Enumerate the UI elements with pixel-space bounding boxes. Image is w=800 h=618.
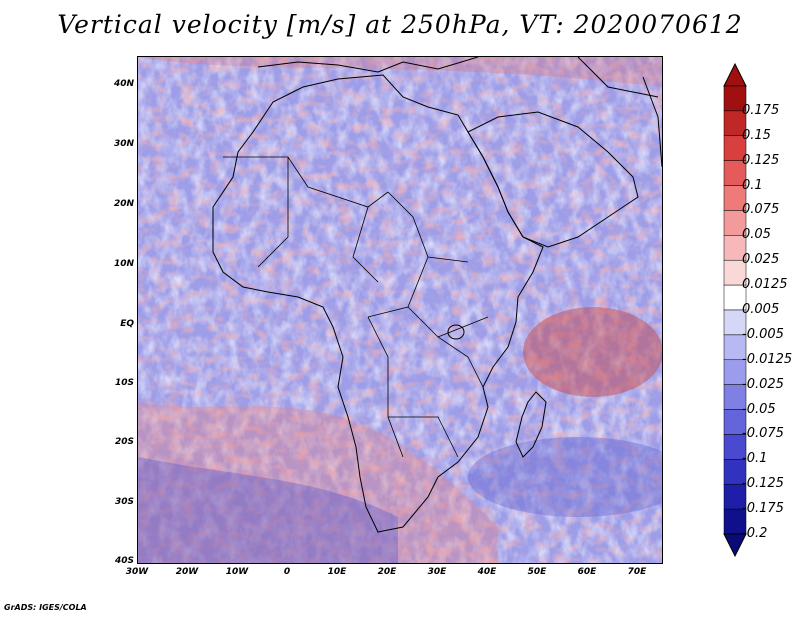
lon-label: 0 bbox=[283, 567, 291, 577]
region-blue-south-indian bbox=[468, 437, 662, 517]
colorbar-level-label: -0.1 bbox=[742, 451, 768, 467]
colorbar bbox=[723, 62, 747, 558]
lat-label: EQ bbox=[120, 319, 134, 329]
lat-label: 20S bbox=[114, 437, 134, 447]
colorbar-bottom-arrow bbox=[723, 533, 747, 558]
field-texture-blue bbox=[138, 57, 662, 563]
lon-label: 30E bbox=[427, 567, 447, 577]
colorbar-level-label: 0.005 bbox=[742, 302, 780, 317]
colorbar-level-label: -0.2 bbox=[742, 526, 768, 541]
lat-label: 10S bbox=[114, 378, 134, 388]
lat-label: 30S bbox=[114, 497, 134, 507]
country-borders bbox=[223, 156, 489, 458]
asia-coastline bbox=[577, 57, 659, 98]
band-red-south bbox=[138, 402, 498, 563]
colorbar-level-label: 0.1 bbox=[742, 177, 763, 193]
colorbar-level-label: -0.005 bbox=[742, 326, 784, 342]
madagascar-coastline bbox=[515, 391, 547, 458]
india-coastline bbox=[642, 76, 662, 168]
band-blue-south bbox=[138, 457, 398, 563]
map-plot-area bbox=[137, 56, 663, 564]
colorbar-level-label: -0.075 bbox=[742, 426, 784, 442]
lat-label: 10N bbox=[113, 259, 134, 269]
colorbar-level-label: -0.025 bbox=[742, 376, 784, 392]
colorbar-level-label: 0.15 bbox=[742, 127, 771, 143]
page-title: Vertical velocity [m/s] at 250hPa, VT: 2… bbox=[57, 10, 743, 39]
lat-label: 40N bbox=[113, 79, 134, 89]
lake-victoria bbox=[447, 324, 465, 340]
colorbar-level-label: 0.0125 bbox=[742, 277, 788, 293]
band-red-north bbox=[138, 57, 662, 87]
credit-text: GrADS: IGES/COLA bbox=[4, 603, 87, 612]
colorbar-level-label: 0.175 bbox=[742, 102, 780, 118]
colorbar-level-label: -0.05 bbox=[742, 401, 776, 417]
lon-label: 60E bbox=[577, 567, 597, 577]
lat-label: 40S bbox=[114, 556, 134, 566]
lat-label: 20N bbox=[113, 199, 134, 209]
colorbar-level-label: 0.025 bbox=[742, 252, 780, 268]
colorbar-top-arrow bbox=[723, 62, 747, 87]
region-red-indian-ocean bbox=[523, 307, 662, 397]
lon-label: 40E bbox=[477, 567, 497, 577]
lon-label: 30W bbox=[125, 567, 149, 577]
africa-coastline bbox=[212, 74, 544, 533]
colorbar-level-label: 0.075 bbox=[742, 202, 780, 218]
colorbar-level-label: -0.175 bbox=[742, 501, 784, 517]
europe-coastline bbox=[257, 57, 479, 73]
lon-label: 20W bbox=[175, 567, 199, 577]
lon-label: 10W bbox=[225, 567, 249, 577]
lon-label: 10E bbox=[327, 567, 347, 577]
lon-label: 70E bbox=[627, 567, 647, 577]
velocity-field-map bbox=[138, 57, 662, 563]
colorbar-level-label: 0.05 bbox=[742, 227, 771, 243]
arabia-coastline bbox=[467, 111, 639, 248]
lon-label: 20E bbox=[377, 567, 397, 577]
lat-label: 30N bbox=[113, 139, 134, 149]
colorbar-level-label: 0.125 bbox=[742, 152, 780, 168]
colorbar-level-label: -0.0125 bbox=[742, 351, 793, 367]
colorbar-level-label: -0.125 bbox=[742, 476, 784, 492]
lon-label: 50E bbox=[527, 567, 547, 577]
